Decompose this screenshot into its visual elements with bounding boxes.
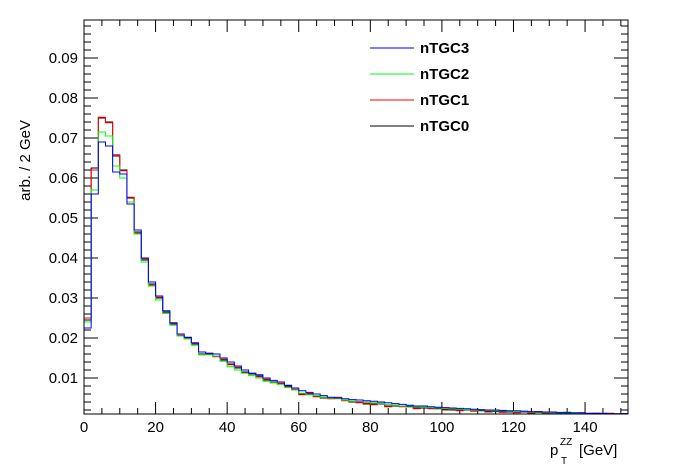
legend-label-nTGC1: nTGC1 — [420, 92, 469, 109]
tick-labels: 0 20 40 60 80 100 120 140 0.01 0.02 0.03 0.04 0.05 0.… — [49, 50, 598, 436]
y-tick-label: 0.08 — [49, 90, 78, 107]
axis-ticks — [83, 20, 628, 414]
x-axis-title-main: p — [550, 442, 558, 459]
y-tick-label: 0.03 — [49, 290, 78, 307]
y-axis-title: arb. / 2 GeV — [17, 120, 34, 201]
legend: nTGC3 nTGC2 nTGC1 nTGC0 — [370, 40, 469, 135]
x-tick-label: 140 — [573, 419, 598, 436]
series-layer — [83, 116, 628, 415]
x-axis-title-sup: ZZ — [560, 437, 572, 448]
legend-label-nTGC2: nTGC2 — [420, 66, 469, 83]
y-tick-label: 0.01 — [49, 370, 78, 387]
y-tick-label: 0.07 — [49, 130, 78, 147]
x-tick-label: 0 — [80, 419, 88, 436]
y-tick-label: 0.05 — [49, 210, 78, 227]
x-tick-label: 120 — [501, 419, 526, 436]
x-tick-label: 40 — [219, 419, 236, 436]
y-tick-label: 0.06 — [49, 170, 78, 187]
x-tick-label: 100 — [429, 419, 454, 436]
series-nTGC3 — [83, 141, 628, 415]
x-tick-label: 60 — [290, 419, 307, 436]
x-axis-title-unit: [GeV] — [579, 442, 617, 459]
legend-label-nTGC0: nTGC0 — [420, 118, 469, 135]
y-tick-label: 0.09 — [49, 50, 78, 67]
x-tick-label: 80 — [362, 419, 379, 436]
x-axis-title: p ZZ T [GeV] — [550, 437, 617, 467]
plot-frame — [83, 19, 629, 415]
legend-label-nTGC3: nTGC3 — [420, 40, 469, 57]
x-axis-title-sub: T — [561, 456, 567, 467]
y-tick-label: 0.02 — [49, 330, 78, 347]
y-tick-label: 0.04 — [49, 250, 78, 267]
x-tick-label: 20 — [147, 419, 164, 436]
